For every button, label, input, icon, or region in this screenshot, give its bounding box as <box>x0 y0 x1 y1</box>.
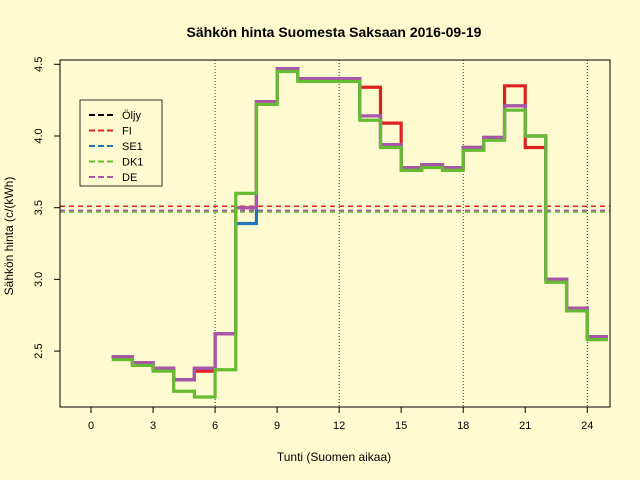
y-axis: 2.5 3.0 3.5 4.0 4.5 <box>33 57 61 359</box>
x-tick-label-18: 18 <box>457 420 469 432</box>
y-tick-label-3: 4.0 <box>33 128 45 143</box>
y-axis-label: Sähkön hinta (c/(kWh) <box>2 177 16 296</box>
legend-label-se1: SE1 <box>122 141 143 153</box>
vertical-reference-lines <box>214 60 588 407</box>
x-tick-label-9: 9 <box>274 420 280 432</box>
x-tick-label-3: 3 <box>150 420 156 432</box>
legend-label-de: DE <box>122 172 137 184</box>
x-tick-label-24: 24 <box>581 420 593 432</box>
y-tick-label-0: 2.5 <box>33 343 45 358</box>
x-axis-label: Tunti (Suomen aikaa) <box>277 450 391 464</box>
y-tick-label-4: 4.5 <box>33 57 45 72</box>
x-tick-label-15: 15 <box>395 420 407 432</box>
legend-label-dk1: DK1 <box>122 157 143 169</box>
x-tick-label-0: 0 <box>88 420 94 432</box>
series-line-dk1 <box>111 69 608 399</box>
legend: Öljy FI SE1 DK1 DE <box>79 99 163 187</box>
y-tick-label-1: 3.0 <box>33 272 45 287</box>
legend-label-öljy: Öljy <box>122 110 141 122</box>
price-series <box>111 67 608 399</box>
legend-box <box>79 99 163 187</box>
average-price-lines <box>60 205 610 213</box>
legend-label-fi: FI <box>122 126 132 138</box>
x-tick-label-6: 6 <box>212 420 218 432</box>
x-tick-label-12: 12 <box>333 420 345 432</box>
x-tick-label-21: 21 <box>519 420 531 432</box>
x-axis: 0 3 6 9 12 15 18 21 24 <box>88 406 593 432</box>
y-tick-label-2: 3.5 <box>33 200 45 215</box>
chart-title: Sähkön hinta Suomesta Saksaan 2016-09-19 <box>187 24 482 40</box>
